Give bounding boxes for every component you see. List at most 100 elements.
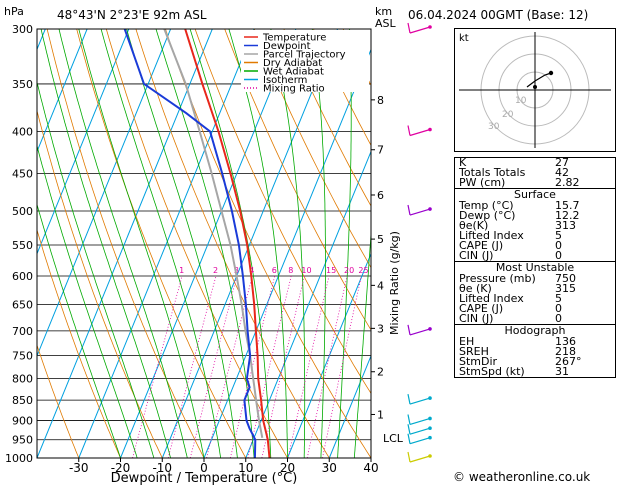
indices-panel: K 27 Totals Totals 42 PW (cm) 2.82 Surface … <box>454 157 616 378</box>
parcel-trajectory-line <box>163 29 264 438</box>
pressure-tick-label: 700 <box>12 325 33 338</box>
x-axis-label: Dewpoint / Temperature (°C) <box>111 471 298 486</box>
pressure-tick-label: 1000 <box>5 452 33 465</box>
temp-tick-label: 0 <box>200 461 208 475</box>
wind-barb-feather <box>407 451 411 463</box>
mixing-ratio-line <box>167 275 217 458</box>
legend-label: Dewpoint <box>263 41 311 52</box>
dry-adiabat-line <box>165 29 371 458</box>
km-tick-label: 2 <box>377 366 384 379</box>
dry-adiabat-line <box>37 343 80 458</box>
legend-label: Dry Adiabat <box>263 58 322 69</box>
wet-adiabat-line <box>155 29 255 458</box>
wet-adiabat-line <box>228 29 288 458</box>
hodograph-plot: kt 10 20 30 <box>459 32 611 148</box>
temp-tick-label: 30 <box>322 461 337 475</box>
wind-barb-feather <box>407 414 411 425</box>
index-row: PW (cm) 2.82 <box>459 176 580 189</box>
mixing-ratio-line <box>322 275 362 458</box>
wind-barb <box>409 397 431 405</box>
pressure-unit-label: hPa <box>4 5 24 18</box>
km-tick-label: 7 <box>377 144 384 157</box>
mixing-ratio-label: 8 <box>288 266 293 275</box>
mixing-ratio-line <box>306 275 348 458</box>
wet-adiabat-line <box>100 29 222 458</box>
wind-barb-dot <box>428 25 432 29</box>
wind-barb-dot <box>428 454 432 458</box>
isotherm-line <box>37 29 88 153</box>
wind-barb-feather <box>407 125 411 136</box>
hodograph-title: Hodograph <box>504 324 566 337</box>
temp-tick-label: 10 <box>238 461 253 475</box>
wet-adiabat-line <box>58 29 188 458</box>
wet-adiabat-line <box>270 29 306 458</box>
hodo-ring-10: 10 <box>515 96 527 106</box>
mixing-ratio-label: 25 <box>358 266 368 275</box>
dry-adiabat-line <box>37 228 121 458</box>
wind-barb-dot <box>428 396 432 400</box>
mixing-ratio-label: 6 <box>272 266 277 275</box>
isotherm-line <box>161 29 339 458</box>
km-tick-label: 5 <box>377 233 384 246</box>
wind-barb-feather <box>407 324 411 336</box>
mixing-ratio-line <box>247 275 292 458</box>
legend-label: Temperature <box>262 33 326 44</box>
km-tick-label: 1 <box>377 408 384 421</box>
dry-adiabat-line <box>46 29 205 458</box>
hodo-ring-30: 30 <box>488 122 500 132</box>
wet-adiabat-line <box>78 29 205 458</box>
hodograph-section: Hodograph EH 136 SREH 218 StmDir 267° StmSp… <box>455 324 615 377</box>
legend-label: Parcel Trajectory <box>263 50 346 61</box>
mixing-ratio-line <box>206 275 253 458</box>
surface-title: Surface <box>514 188 556 201</box>
pressure-tick-label: 850 <box>12 394 33 407</box>
pressure-tick-label: 950 <box>12 434 33 447</box>
wet-adiabat-line <box>337 29 352 458</box>
temp-tick-label: 40 <box>363 461 378 475</box>
surface-section: Surface Temp (°C) 15.7 Dewp (°C) 12.2 θe(K… <box>455 188 615 261</box>
temp-tick-label: -10 <box>152 461 172 475</box>
isotherm-line <box>0 29 4 458</box>
wind-barb <box>409 128 431 137</box>
wind-barb-feather <box>407 433 411 444</box>
hodograph-kt-label: kt <box>459 33 469 44</box>
wind-barb-feather <box>407 393 411 405</box>
legend-label: Wet Adiabat <box>263 67 324 78</box>
mixing-ratio-line <box>261 275 305 458</box>
index-row: Totals Totals 42 <box>459 166 569 179</box>
mixing-ratio-label: 15 <box>326 266 336 275</box>
mixing-ratio-label: 2 <box>213 266 218 275</box>
wind-barb <box>409 455 431 463</box>
storm-motion-marker <box>533 85 537 89</box>
pressure-tick-label: 450 <box>12 167 33 180</box>
wind-barb <box>409 437 431 445</box>
wet-adiabat-line <box>126 29 238 458</box>
pressure-tick-label: 900 <box>12 414 33 427</box>
km-tick-label: 8 <box>377 94 384 107</box>
km-unit-label: km <box>375 5 392 18</box>
km-tick-label: 4 <box>377 279 384 292</box>
temp-tick-label: -20 <box>111 461 131 475</box>
wind-barb-dot <box>428 416 432 421</box>
mixing-ratio-axis-label: Mixing Ratio (g/kg) <box>388 231 401 335</box>
dry-adiabat-line <box>253 29 371 269</box>
legend-background <box>241 30 369 92</box>
temp-tick-label: -30 <box>69 461 89 475</box>
wind-barb-dot <box>428 207 432 211</box>
wet-adiabat-line <box>37 80 155 458</box>
legend-label: Isotherm <box>263 75 307 86</box>
wind-barb-dot <box>428 435 432 440</box>
copyright-footer[interactable]: © weatheronline.co.uk <box>453 470 591 484</box>
pressure-tick-label: 600 <box>12 270 33 283</box>
mixing-ratio-label: 1 <box>179 266 184 275</box>
pressure-tick-label: 400 <box>12 126 33 139</box>
wet-adiabat-line <box>189 29 272 458</box>
dry-adiabat-line <box>283 29 371 207</box>
hodograph-trace <box>526 72 552 88</box>
wind-barb <box>409 417 431 426</box>
pressure-tick-label: 750 <box>12 349 33 362</box>
pressure-tick-label: 500 <box>12 205 33 218</box>
wet-adiabat-line <box>353 228 371 458</box>
